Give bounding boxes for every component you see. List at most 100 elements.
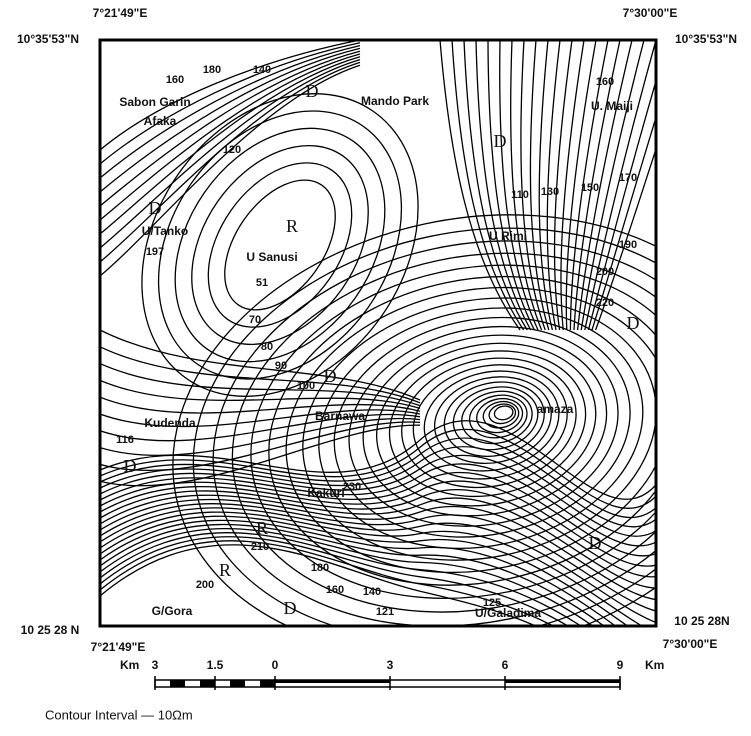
contour-line bbox=[463, 40, 528, 331]
contour-line bbox=[285, 286, 656, 574]
zone-label: R bbox=[256, 518, 268, 538]
contour-line bbox=[587, 78, 656, 331]
contour-line bbox=[100, 527, 594, 626]
contour-line bbox=[573, 40, 621, 331]
contour-label: 80 bbox=[261, 341, 273, 353]
contour-line bbox=[100, 544, 538, 626]
map-frame bbox=[98, 38, 658, 628]
contour-line bbox=[388, 350, 587, 498]
place-label: Kakuri bbox=[307, 486, 344, 500]
contour-line bbox=[348, 325, 619, 527]
coordinate: 7°21'49"E bbox=[91, 640, 146, 654]
zone-label: D bbox=[284, 598, 297, 618]
contour-line bbox=[443, 381, 545, 457]
contour-line bbox=[100, 379, 421, 410]
contour-label: 130 bbox=[541, 186, 559, 198]
scale-tick-label: 1.5 bbox=[207, 658, 224, 672]
contour-label: 230 bbox=[343, 481, 361, 493]
contour-line bbox=[100, 40, 361, 151]
contour-line bbox=[100, 507, 656, 624]
contour-label: 210 bbox=[251, 541, 269, 553]
place-label: U Rimi bbox=[489, 229, 527, 243]
map-labels: Sabon Garin Afaka Mando Park U. Maiji U/Tank… bbox=[116, 64, 639, 620]
zone-label: D bbox=[589, 533, 602, 553]
contour-line bbox=[231, 252, 656, 613]
contour-line bbox=[191, 144, 369, 346]
place-label: Sabon Garin bbox=[119, 95, 190, 109]
scale-segment bbox=[230, 680, 245, 687]
place-label: amaza bbox=[537, 402, 574, 416]
coordinate: 10 25 28 N bbox=[21, 623, 80, 637]
contour-label: 190 bbox=[619, 239, 637, 251]
coordinate: 10 25 28N bbox=[674, 614, 729, 628]
contour-line bbox=[100, 424, 421, 487]
contour-line bbox=[100, 47, 361, 193]
contour-line bbox=[212, 240, 656, 626]
contour-line bbox=[100, 409, 421, 428]
contour-label: 180 bbox=[203, 64, 221, 76]
contour-line bbox=[100, 53, 361, 221]
contour-label: 70 bbox=[249, 314, 261, 326]
contour-line bbox=[100, 58, 361, 249]
contour-line bbox=[100, 511, 644, 626]
contour-line bbox=[412, 364, 568, 480]
place-label: U Sanusi bbox=[246, 250, 297, 264]
contour-line bbox=[488, 403, 517, 425]
place-label: Barnawa bbox=[315, 409, 365, 423]
scale-tick-label: 0 bbox=[272, 658, 279, 672]
scale-segment bbox=[260, 680, 275, 687]
contour-line bbox=[591, 115, 656, 331]
scale-bar bbox=[154, 679, 621, 688]
contour-line bbox=[100, 532, 582, 626]
contour-line bbox=[224, 179, 336, 311]
contour-label: 116 bbox=[116, 434, 134, 446]
contour-line bbox=[100, 396, 421, 414]
contour-line bbox=[475, 40, 532, 331]
contour-line bbox=[100, 346, 421, 404]
contour-line bbox=[100, 363, 421, 407]
contour-line bbox=[493, 405, 514, 421]
contour-label: 160 bbox=[596, 76, 614, 88]
zone-label: D bbox=[494, 131, 507, 151]
scale-segment bbox=[170, 680, 185, 687]
contour-label: 150 bbox=[581, 182, 599, 194]
contour-line bbox=[100, 446, 656, 528]
contour-line bbox=[594, 146, 656, 331]
scale-unit: Km bbox=[645, 658, 664, 672]
contour-line bbox=[468, 394, 528, 439]
contour-label: 120 bbox=[223, 144, 241, 156]
contour-line bbox=[100, 56, 361, 235]
contour-line bbox=[207, 162, 353, 328]
contour-line bbox=[302, 297, 656, 561]
contour-line bbox=[580, 40, 645, 331]
scale-tick-label: 3 bbox=[152, 658, 159, 672]
contour-line bbox=[487, 40, 535, 331]
scale-unit: Km bbox=[120, 658, 139, 672]
coordinate: 10°35'53"N bbox=[675, 32, 737, 46]
contour-line bbox=[100, 540, 555, 626]
contour-label: 121 bbox=[376, 606, 394, 618]
coordinate: 7°21'49"E bbox=[93, 6, 148, 20]
contour-line bbox=[433, 376, 552, 465]
contour-line bbox=[375, 342, 597, 507]
contour-line bbox=[100, 454, 656, 537]
contour-line bbox=[476, 397, 524, 434]
contour-line bbox=[100, 471, 656, 557]
contour-line bbox=[520, 40, 546, 331]
contour-label: 125 bbox=[483, 597, 501, 609]
contour-line bbox=[318, 307, 644, 550]
scale-segment bbox=[275, 680, 390, 683]
contour-line bbox=[499, 40, 539, 331]
contour-label: 220 bbox=[596, 297, 614, 309]
zone-label: D bbox=[124, 456, 137, 476]
contour-line bbox=[174, 127, 386, 363]
place-label: Afaka bbox=[144, 114, 177, 128]
contour-label: 51 bbox=[256, 277, 268, 289]
contour-label: 110 bbox=[511, 189, 529, 201]
contour-line bbox=[141, 93, 419, 397]
contour-line bbox=[538, 40, 554, 331]
contour-line bbox=[584, 40, 656, 331]
zone-label: R bbox=[219, 560, 231, 580]
contour-line bbox=[100, 44, 361, 179]
